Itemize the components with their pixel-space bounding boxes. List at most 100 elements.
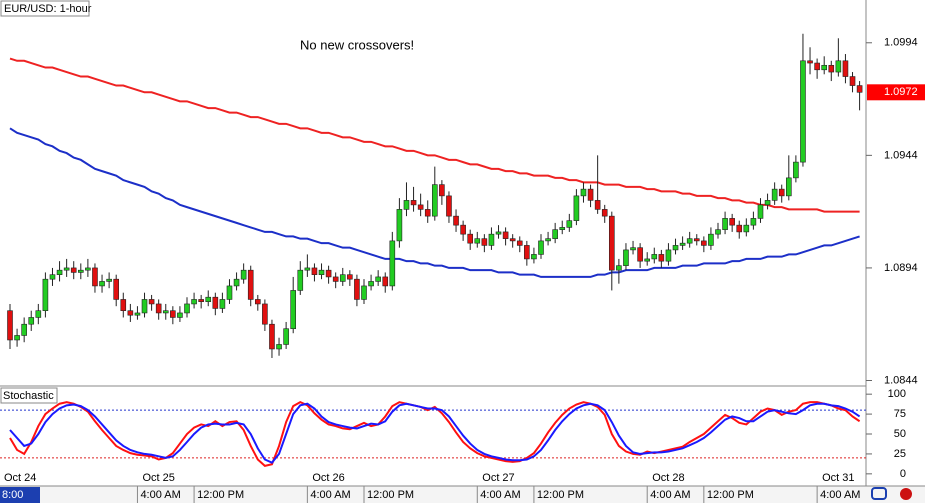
price-panel <box>7 33 863 358</box>
candle-body <box>708 233 714 246</box>
candle-body <box>651 254 658 260</box>
stochastic-y-tick-label: 25 <box>894 448 906 460</box>
candle-body <box>467 233 474 244</box>
candle-body <box>665 249 672 262</box>
candle-body <box>686 238 693 244</box>
candle-body <box>608 215 615 271</box>
candle-body <box>538 240 544 255</box>
candle-body <box>701 240 707 246</box>
candle-body <box>524 245 530 260</box>
candle-body <box>439 184 445 197</box>
candle-body <box>354 278 360 300</box>
candle-body <box>757 204 764 219</box>
candle-body <box>814 62 820 71</box>
candle-body <box>488 233 495 246</box>
candle-body <box>269 323 275 350</box>
candle-body <box>361 285 367 300</box>
candle-body <box>332 276 339 282</box>
candle-body <box>198 299 204 302</box>
candle-body <box>113 278 119 300</box>
candle-body <box>347 274 353 280</box>
candle-body <box>672 245 679 251</box>
candle-body <box>821 64 828 71</box>
candle-body <box>417 204 424 210</box>
candle-body <box>616 265 622 271</box>
date-label: Oct 24 <box>4 472 36 484</box>
candle-body <box>212 296 219 309</box>
candle-body <box>715 229 721 235</box>
y-tick-label: 1.0894 <box>884 262 918 274</box>
candle-body <box>297 269 304 291</box>
candle-body <box>63 267 70 271</box>
y-tick-label: 1.0944 <box>884 149 918 161</box>
moving-average <box>9 57 860 213</box>
candle-body <box>155 303 162 314</box>
x-tick-label: 4:00 AM <box>310 489 350 501</box>
candle-body <box>226 285 233 300</box>
candle-body <box>764 200 771 206</box>
candle-body <box>531 254 537 260</box>
candle-body <box>262 303 268 325</box>
candle-body <box>141 299 148 314</box>
date-label: Oct 28 <box>652 472 684 484</box>
candle-body <box>460 224 466 235</box>
candle-body <box>99 281 105 287</box>
annotation: No new crossovers! <box>300 37 414 52</box>
candle-body <box>842 60 849 77</box>
candle-body <box>785 177 792 197</box>
candle-body <box>509 238 516 242</box>
candle-body <box>85 267 91 271</box>
candle-body <box>318 269 325 275</box>
candle-body <box>127 310 134 316</box>
moving-average <box>9 127 860 278</box>
stochastic-line <box>9 401 861 467</box>
candle-body <box>389 240 396 287</box>
cursor-time-box <box>0 487 40 503</box>
candle-body <box>92 267 98 287</box>
candle-body <box>396 209 403 242</box>
x-tick-label: 12:00 PM <box>367 489 414 501</box>
candle-body <box>191 299 197 305</box>
candle-body <box>693 238 700 242</box>
date-label: Oct 27 <box>482 472 514 484</box>
candle-body <box>573 195 580 221</box>
y-tick-label: 1.0994 <box>884 37 918 49</box>
candle-body <box>637 247 643 262</box>
candle-body <box>106 278 112 282</box>
axes: 1.0994 1.0944 1.0894 1.0844 1.0972 100 75 50 25 0… <box>0 37 925 503</box>
stochastic-y-tick-label: 50 <box>894 428 906 440</box>
candle-body <box>729 218 735 226</box>
stochastic-line <box>9 402 861 464</box>
x-tick-label: 12:00 PM <box>537 489 584 501</box>
stochastic-y-tick-label: 75 <box>894 408 906 420</box>
date-label: Oct 31 <box>822 472 854 484</box>
candle-body <box>56 269 63 275</box>
candle-body <box>453 215 459 226</box>
candle-body <box>623 249 629 266</box>
time-axis-strip <box>0 486 925 503</box>
candle-body <box>559 227 566 230</box>
candle-body <box>148 299 155 305</box>
link-icon[interactable] <box>871 487 887 500</box>
chart-title: EUR/USD: 1-hour <box>4 3 92 15</box>
candle-body <box>474 238 481 244</box>
candle-body <box>630 247 636 251</box>
candle-body <box>70 267 77 273</box>
date-label: Oct 26 <box>312 472 344 484</box>
candle-body <box>800 60 806 163</box>
x-tick-label: 12:00 PM <box>707 489 754 501</box>
candle-body <box>856 85 863 93</box>
close-icon[interactable] <box>900 488 912 500</box>
candle-body <box>177 312 183 318</box>
candle-body <box>771 188 778 201</box>
candle-body <box>21 323 27 336</box>
candle-body <box>233 278 240 287</box>
candle-body <box>849 76 856 86</box>
candle-body <box>14 335 20 341</box>
stochastic-panel <box>0 401 866 467</box>
candle-body <box>276 344 282 350</box>
candle-body <box>368 281 374 287</box>
candle-body <box>793 161 799 179</box>
